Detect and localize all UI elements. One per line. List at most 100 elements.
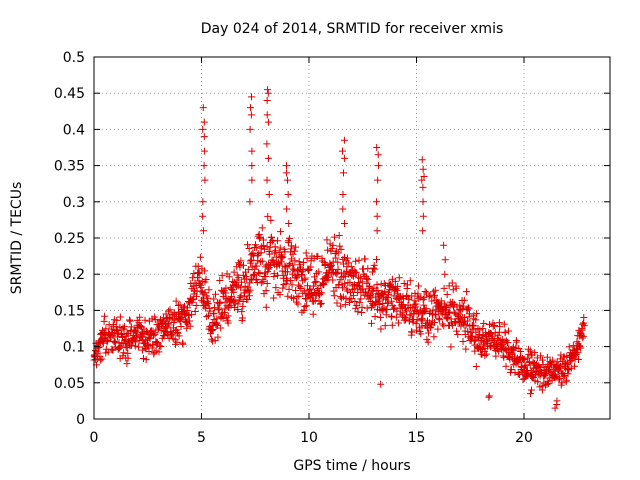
data-point bbox=[367, 319, 375, 327]
data-point bbox=[188, 296, 196, 304]
data-point bbox=[576, 342, 584, 350]
data-point bbox=[201, 176, 209, 184]
data-point bbox=[499, 352, 507, 360]
data-point bbox=[356, 282, 364, 290]
data-point bbox=[236, 263, 244, 271]
data-point bbox=[419, 165, 427, 173]
data-point bbox=[264, 86, 272, 94]
data-point bbox=[412, 300, 420, 308]
data-point bbox=[211, 290, 219, 298]
data-point bbox=[485, 321, 493, 329]
data-point bbox=[340, 220, 348, 228]
data-point bbox=[357, 295, 365, 303]
data-point bbox=[247, 259, 255, 267]
data-point bbox=[307, 263, 315, 271]
data-point bbox=[123, 360, 131, 368]
data-point bbox=[328, 245, 336, 253]
data-point bbox=[515, 344, 523, 352]
data-point bbox=[565, 343, 573, 351]
x-axis-title: GPS time / hours bbox=[293, 458, 410, 474]
data-point bbox=[522, 361, 530, 369]
data-point bbox=[284, 292, 292, 300]
data-point bbox=[305, 267, 313, 275]
data-point bbox=[460, 314, 468, 322]
data-point bbox=[334, 249, 342, 257]
data-point bbox=[199, 212, 207, 220]
data-point bbox=[263, 243, 271, 251]
data-point bbox=[441, 270, 449, 278]
data-point bbox=[394, 282, 402, 290]
data-point bbox=[340, 169, 348, 177]
data-point bbox=[109, 331, 117, 339]
data-point bbox=[428, 297, 436, 305]
data-point bbox=[258, 224, 266, 232]
data-point bbox=[196, 269, 204, 277]
data-point bbox=[383, 305, 391, 313]
data-point bbox=[373, 144, 381, 151]
data-point bbox=[526, 347, 534, 355]
data-point bbox=[355, 256, 363, 264]
data-point bbox=[135, 343, 143, 351]
data-point bbox=[302, 249, 310, 257]
data-point bbox=[397, 310, 405, 318]
data-point bbox=[295, 266, 303, 274]
data-point bbox=[289, 250, 297, 258]
data-point bbox=[348, 271, 356, 279]
data-point bbox=[315, 268, 323, 276]
y-tick-label: 0.35 bbox=[54, 159, 85, 175]
data-point bbox=[208, 327, 216, 335]
data-point bbox=[563, 376, 571, 384]
data-point bbox=[312, 277, 320, 285]
data-point bbox=[286, 277, 294, 285]
data-point bbox=[311, 279, 319, 287]
data-point bbox=[471, 347, 479, 355]
data-point bbox=[353, 302, 361, 310]
data-point bbox=[346, 278, 354, 286]
data-point bbox=[333, 299, 341, 307]
data-point bbox=[334, 265, 342, 273]
data-point bbox=[239, 261, 247, 269]
data-point bbox=[282, 280, 290, 288]
data-point bbox=[419, 227, 427, 235]
data-point bbox=[157, 342, 165, 350]
data-point bbox=[459, 338, 467, 346]
data-point bbox=[577, 344, 585, 352]
data-point bbox=[475, 330, 483, 338]
data-point bbox=[267, 216, 275, 224]
data-point bbox=[432, 311, 440, 319]
data-point bbox=[457, 322, 465, 330]
data-point bbox=[356, 299, 364, 307]
data-point bbox=[381, 322, 389, 330]
data-point bbox=[100, 317, 108, 325]
data-point bbox=[528, 369, 536, 377]
data-point bbox=[210, 309, 218, 317]
data-point bbox=[175, 332, 183, 340]
data-point bbox=[256, 234, 264, 242]
x-tick-label: 5 bbox=[197, 430, 206, 446]
data-point bbox=[247, 111, 255, 119]
data-point bbox=[574, 355, 582, 363]
data-point bbox=[561, 372, 569, 380]
data-point bbox=[492, 352, 500, 360]
data-point bbox=[367, 303, 375, 311]
data-point bbox=[476, 326, 484, 334]
data-point bbox=[462, 321, 470, 329]
data-point bbox=[317, 300, 325, 308]
data-point bbox=[452, 284, 460, 292]
data-point bbox=[373, 227, 381, 235]
data-point bbox=[412, 320, 420, 328]
data-point bbox=[524, 354, 532, 362]
data-point bbox=[292, 286, 300, 294]
data-point bbox=[468, 332, 476, 340]
data-point bbox=[295, 258, 303, 266]
data-point bbox=[238, 278, 246, 286]
data-point bbox=[263, 140, 271, 148]
data-point bbox=[552, 372, 560, 380]
data-point bbox=[320, 281, 328, 289]
data-point bbox=[435, 314, 443, 322]
data-point bbox=[224, 312, 232, 320]
data-point bbox=[525, 358, 533, 366]
data-point bbox=[358, 278, 366, 286]
data-point bbox=[155, 348, 163, 356]
y-tick-label: 0.05 bbox=[54, 376, 85, 392]
